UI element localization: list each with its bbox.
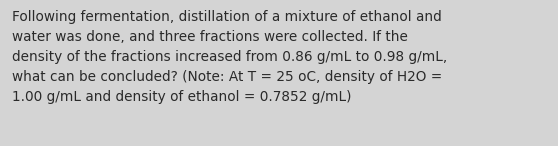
Text: Following fermentation, distillation of a mixture of ethanol and
water was done,: Following fermentation, distillation of … bbox=[12, 10, 448, 104]
